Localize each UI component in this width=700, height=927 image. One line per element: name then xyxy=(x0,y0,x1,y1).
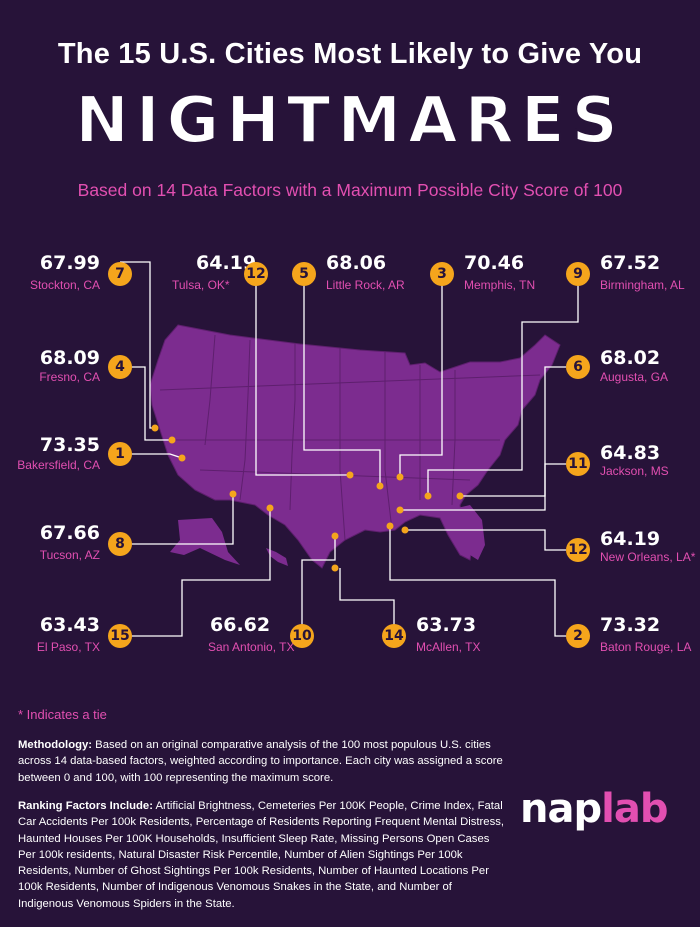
alaska-shape xyxy=(170,518,240,565)
city-score: 63.43 xyxy=(39,614,100,636)
rank-badge: 2 xyxy=(566,624,590,648)
city-dot xyxy=(346,471,354,479)
logo-part2: lab xyxy=(601,786,668,832)
ranking-factors-paragraph: Ranking Factors Include: Artificial Brig… xyxy=(18,798,508,912)
florida-shape xyxy=(440,505,485,560)
city-score: 70.46 xyxy=(464,252,525,274)
city-dot xyxy=(168,436,176,444)
connector-line-stockton-ca xyxy=(120,261,155,429)
connector-lines xyxy=(120,261,579,637)
us-map xyxy=(120,261,579,637)
rank-badge: 15 xyxy=(108,624,132,648)
city-score: 68.06 xyxy=(326,252,387,274)
logo-part1: nap xyxy=(520,786,602,832)
methodology-paragraph: Methodology: Based on an original compar… xyxy=(18,737,508,786)
rank-badge: 14 xyxy=(382,624,406,648)
hawaii-shape xyxy=(266,548,288,566)
city-dot xyxy=(396,473,404,481)
city-name: New Orleans, LA* xyxy=(600,550,696,564)
connector-line-baton-rouge-la xyxy=(389,526,578,637)
rank-badge: 6 xyxy=(566,355,590,379)
page-title-line1: The 15 U.S. Cities Most Likely to Give Y… xyxy=(57,38,643,70)
city-dots xyxy=(151,424,464,572)
rank-badge: 8 xyxy=(108,532,132,556)
rank-badge: 12 xyxy=(566,538,590,562)
city-dot xyxy=(178,454,186,462)
city-name: Fresno, CA xyxy=(39,370,100,384)
city-score: 73.32 xyxy=(600,614,661,636)
city-score: 66.62 xyxy=(210,614,271,636)
city-score: 67.99 xyxy=(39,252,100,274)
city-name: San Antonio, TX xyxy=(208,640,295,654)
city-name: Baton Rouge, LA xyxy=(600,640,692,654)
city-score: 64.83 xyxy=(600,442,661,464)
city-dot xyxy=(376,482,384,490)
connector-line-jackson-ms xyxy=(400,463,566,511)
connector-line-augusta-ga xyxy=(460,366,566,497)
city-name: Jackson, MS xyxy=(600,464,669,478)
connector-line-new-orleans-la xyxy=(405,529,566,551)
city-dot xyxy=(456,492,464,500)
page-subtitle: Based on 14 Data Factors with a Maximum … xyxy=(77,180,623,200)
page-title-line2: NIGHTMARES xyxy=(74,83,625,159)
city-dot xyxy=(266,504,274,512)
city-dot xyxy=(386,522,394,530)
city-score: 67.66 xyxy=(39,522,100,544)
city-dot xyxy=(151,424,159,432)
city-score: 67.52 xyxy=(600,252,661,274)
city-name: Little Rock, AR xyxy=(326,278,405,292)
rank-badge: 1 xyxy=(108,442,132,466)
state-borders xyxy=(159,334,541,541)
city-name: Tucson, AZ xyxy=(39,548,100,562)
methodology-text: Based on an original comparative analysi… xyxy=(18,739,503,784)
city-dot xyxy=(229,490,237,498)
city-score: 64.19 xyxy=(196,252,257,274)
connector-line-bakersfield-ca xyxy=(120,453,183,459)
rank-badge: 11 xyxy=(566,452,590,476)
us-map-shape xyxy=(149,324,561,569)
connector-line-fresno-ca xyxy=(120,366,172,441)
city-name: Stockton, CA xyxy=(29,278,100,292)
tie-note: * Indicates a tie xyxy=(18,707,107,722)
connector-line-san-antonio-tx xyxy=(301,536,336,636)
connector-line-birmingham-al xyxy=(427,274,579,496)
ranking-label: Ranking Factors Include: xyxy=(18,800,153,812)
city-dot xyxy=(331,564,339,572)
city-score: 64.19 xyxy=(600,528,661,550)
city-dot xyxy=(396,506,404,514)
city-score: 68.02 xyxy=(600,347,661,369)
city-name: El Paso, TX xyxy=(36,640,100,654)
methodology-label: Methodology: xyxy=(18,739,93,751)
city-name: Tulsa, OK* xyxy=(172,278,230,292)
rank-badge: 12 xyxy=(244,262,268,286)
naplab-logo: naplab xyxy=(520,786,668,832)
ranking-text: Artificial Brightness, Cemeteries Per 10… xyxy=(18,800,505,910)
city-score: 63.73 xyxy=(416,614,477,636)
city-name: Bakersfield, CA xyxy=(17,458,100,472)
connector-line-memphis-tn xyxy=(399,274,443,477)
city-score: 68.09 xyxy=(39,347,100,369)
rank-badge: 10 xyxy=(290,624,314,648)
city-dot xyxy=(424,492,432,500)
connector-line-tucson-az xyxy=(120,494,234,545)
rank-badge: 3 xyxy=(430,262,454,286)
connector-line-little-rock-ar xyxy=(303,274,381,486)
city-name: Augusta, GA xyxy=(600,370,669,384)
rank-badge: 7 xyxy=(108,262,132,286)
rank-badge: 9 xyxy=(566,262,590,286)
connector-line-tulsa-ok xyxy=(255,274,350,476)
city-name: Birmingham, AL xyxy=(600,278,685,292)
city-dot xyxy=(331,532,339,540)
city-name: Memphis, TN xyxy=(464,278,536,292)
city-name: McAllen, TX xyxy=(416,640,481,654)
connector-line-mcallen-tx xyxy=(339,568,395,636)
city-dot xyxy=(401,526,409,534)
rank-badge: 5 xyxy=(292,262,316,286)
city-score: 73.35 xyxy=(39,434,100,456)
rank-badge: 4 xyxy=(108,355,132,379)
connector-line-el-paso-tx xyxy=(120,508,271,637)
